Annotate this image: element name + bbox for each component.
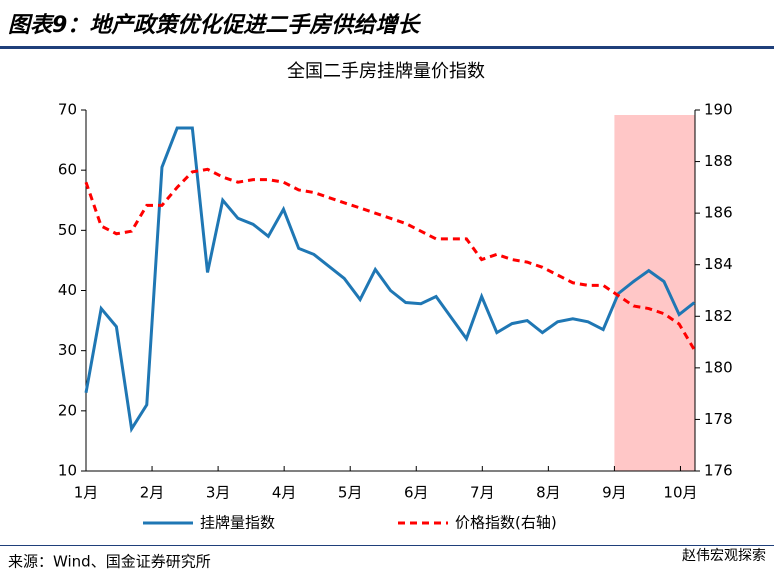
- legend-label: 价格指数(右轴): [455, 514, 557, 532]
- y-tick-label: 20: [58, 401, 77, 419]
- header: 图表9：地产政策优化促进二手房供给增长: [8, 12, 421, 38]
- x-tick-label: 1月: [74, 484, 99, 502]
- watermark: 赵伟宏观探索: [682, 547, 766, 564]
- y-tick-label: 60: [58, 161, 77, 179]
- y-tick-label: 50: [58, 221, 77, 239]
- header-rule: [0, 46, 774, 49]
- y-tick-label: 70: [58, 101, 77, 119]
- chart-title: 全国二手房挂牌量价指数: [287, 61, 485, 82]
- highlight-band: [614, 115, 695, 471]
- legend-label: 挂牌量指数: [200, 514, 275, 532]
- y2-tick-label: 178: [704, 410, 733, 428]
- x-tick-label: 9月: [602, 484, 627, 502]
- y2-tick-label: 188: [704, 152, 733, 170]
- x-tick-label: 4月: [272, 484, 297, 502]
- x-tick-label: 7月: [470, 484, 495, 502]
- y-tick-label: 30: [58, 341, 77, 359]
- source: 来源：Wind、国金证券研究所: [8, 553, 211, 571]
- y-tick-label: 10: [58, 462, 77, 480]
- x-tick-label: 2月: [140, 484, 165, 502]
- y2-tick-label: 176: [704, 462, 733, 480]
- y2-tick-label: 180: [704, 358, 733, 376]
- series-line: [84, 167, 696, 351]
- y-tick-label: 40: [58, 281, 77, 299]
- x-tick-label: 3月: [206, 484, 231, 502]
- y2-tick-label: 182: [704, 307, 733, 325]
- x-tick-label: 8月: [536, 484, 561, 502]
- x-tick-label: 5月: [338, 484, 363, 502]
- footer-rule: [0, 545, 774, 546]
- x-tick-label: 10月: [663, 484, 697, 502]
- series-line: [84, 126, 696, 434]
- y2-tick-label: 186: [704, 204, 733, 222]
- y2-tick-label: 190: [704, 101, 733, 119]
- x-tick-label: 6月: [404, 484, 429, 502]
- y2-tick-label: 184: [704, 255, 733, 273]
